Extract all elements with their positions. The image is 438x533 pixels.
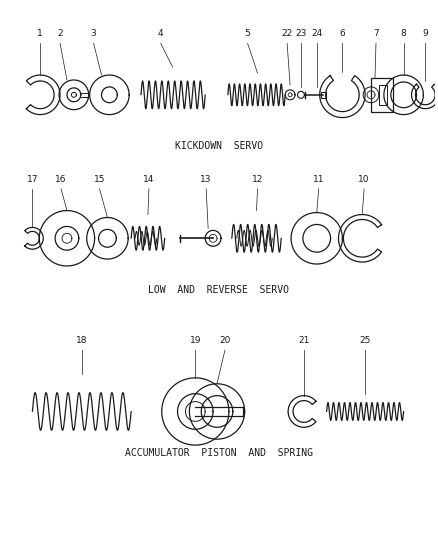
Text: 8: 8 <box>401 29 406 38</box>
Text: 5: 5 <box>245 29 251 38</box>
Text: 17: 17 <box>27 175 38 184</box>
Text: LOW  AND  REVERSE  SERVO: LOW AND REVERSE SERVO <box>148 285 290 295</box>
Text: 24: 24 <box>311 29 322 38</box>
Text: ACCUMULATOR  PISTON  AND  SPRING: ACCUMULATOR PISTON AND SPRING <box>125 448 313 458</box>
Text: 14: 14 <box>143 175 155 184</box>
Text: 16: 16 <box>55 175 67 184</box>
Text: 12: 12 <box>252 175 263 184</box>
Text: 1: 1 <box>37 29 43 38</box>
Text: 13: 13 <box>201 175 212 184</box>
Text: 15: 15 <box>94 175 105 184</box>
Text: 10: 10 <box>358 175 370 184</box>
Text: 25: 25 <box>360 336 371 345</box>
Text: 23: 23 <box>295 29 307 38</box>
Text: 9: 9 <box>423 29 428 38</box>
Text: 4: 4 <box>158 29 163 38</box>
Text: 22: 22 <box>282 29 293 38</box>
Text: KICKDOWN  SERVO: KICKDOWN SERVO <box>175 141 263 151</box>
Text: 7: 7 <box>373 29 379 38</box>
Text: 18: 18 <box>76 336 88 345</box>
Text: 3: 3 <box>91 29 96 38</box>
Text: 20: 20 <box>219 336 231 345</box>
Text: 2: 2 <box>57 29 63 38</box>
Text: 11: 11 <box>313 175 325 184</box>
Text: 19: 19 <box>190 336 201 345</box>
Text: 21: 21 <box>298 336 310 345</box>
Text: 6: 6 <box>339 29 345 38</box>
